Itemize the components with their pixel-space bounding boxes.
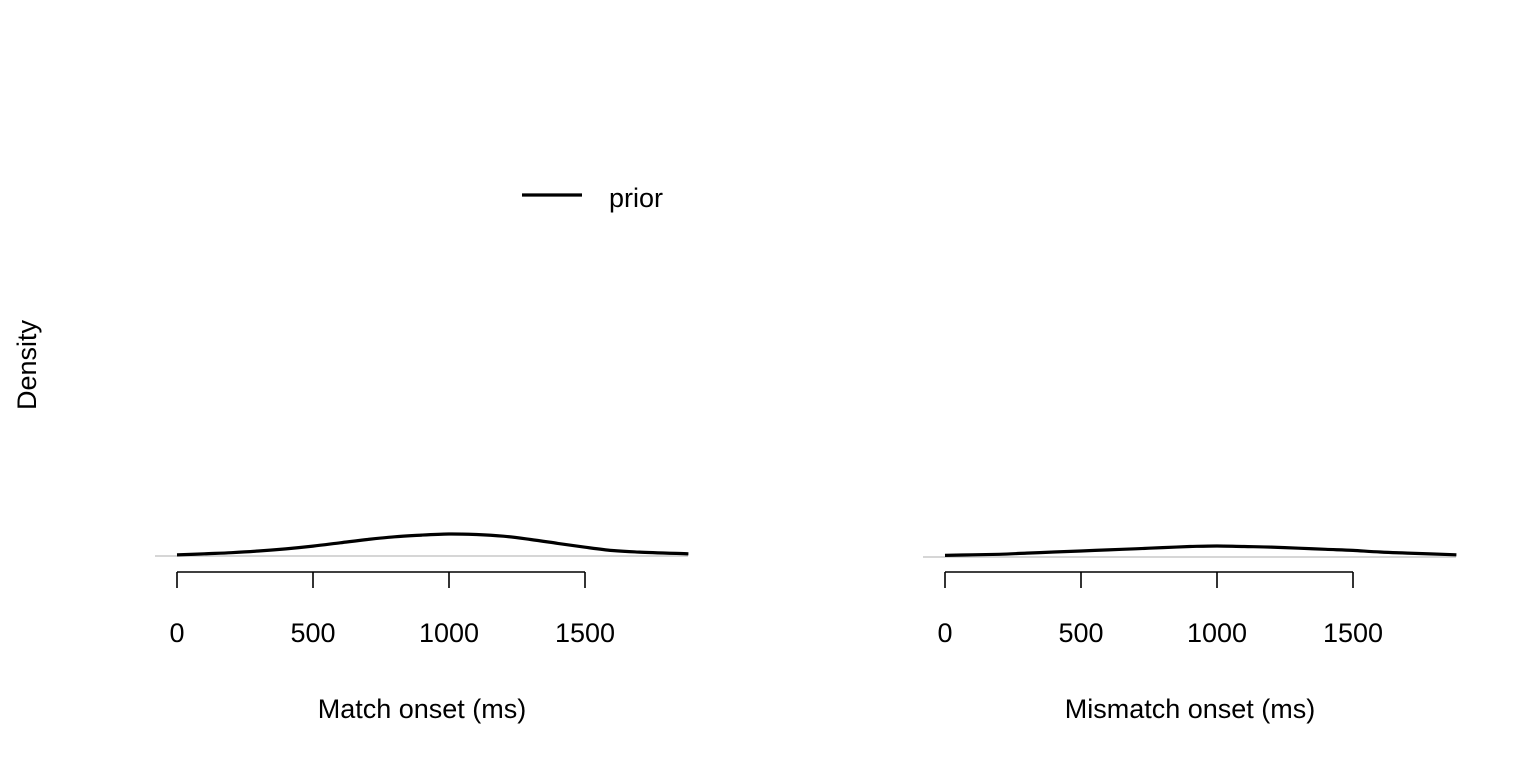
panel-match-onset: 0 500 1000 1500 Match onset (ms) xyxy=(155,532,689,724)
prior-density-curve xyxy=(176,532,689,557)
prior-density-curve xyxy=(944,544,1457,557)
x-tick-label-1500: 1500 xyxy=(555,618,615,648)
x-tick-label-1500: 1500 xyxy=(1323,618,1383,648)
x-axis-title: Match onset (ms) xyxy=(318,694,527,724)
y-axis-title: Density xyxy=(12,319,42,410)
x-axis-title: Mismatch onset (ms) xyxy=(1065,694,1316,724)
x-tick-label-500: 500 xyxy=(1058,618,1103,648)
x-axis: 0 500 1000 1500 xyxy=(169,571,615,648)
x-tick-label-1000: 1000 xyxy=(1187,618,1247,648)
x-tick-label-0: 0 xyxy=(169,618,184,648)
x-tick-label-500: 500 xyxy=(290,618,335,648)
x-tick-label-1000: 1000 xyxy=(419,618,479,648)
legend-label-prior: prior xyxy=(609,183,663,213)
x-tick-label-0: 0 xyxy=(937,618,952,648)
panel-mismatch-onset: 0 500 1000 1500 Mismatch onset (ms) xyxy=(923,544,1457,724)
legend: prior xyxy=(522,183,663,213)
x-axis: 0 500 1000 1500 xyxy=(937,571,1383,648)
